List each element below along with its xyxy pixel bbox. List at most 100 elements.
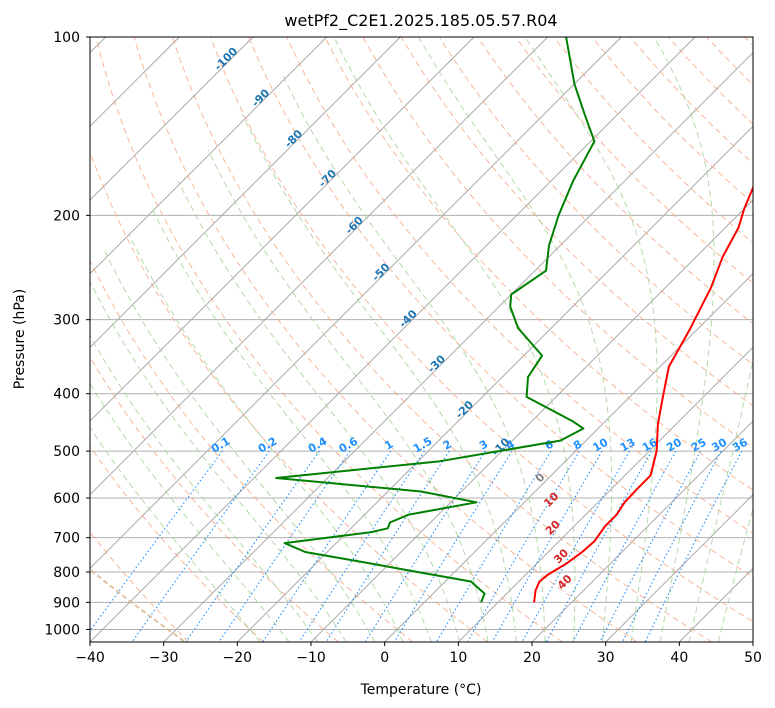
dry-adiabat-line [210,37,753,623]
dry-adiabat-line [90,259,414,642]
y-tick-label: 200 [53,208,80,224]
dry-adiabat-line [629,37,753,165]
mixing-ratio-label: 1 [382,438,395,453]
mixing-ratio-label: 3 [477,438,490,453]
dry-adiabat-line [95,37,563,642]
mixing-ratio-label: 6 [543,437,556,452]
moist-adiabat-line [90,280,347,642]
moist-adiabat-line [717,506,753,642]
temperature-profile-line [533,185,753,603]
y-tick-label: 100 [53,30,80,46]
mixing-ratio-line [599,450,701,642]
y-tick-label: 600 [53,491,80,507]
mixing-ratio-label: 0.1 [209,435,232,456]
mixing-ratio-line [572,450,677,642]
x-tick-label: −20 [223,650,253,666]
isotherm-line [90,37,548,496]
mixing-ratio-label: 20 [664,435,684,454]
isotherm-line [90,37,475,422]
pressure-gridlines [90,37,753,630]
y-tick-label: 700 [53,531,80,547]
isotherm-line [605,494,753,642]
y-tick-label: 400 [53,387,80,403]
dry-adiabat-line [90,531,190,642]
dewpoint-profile-line [275,37,596,603]
mixing-ratio-line [644,450,743,642]
moist-adiabat-label: 10 [541,490,561,510]
dry-adiabat-line [515,37,753,284]
dry-adiabat-line [362,37,753,449]
y-axis-label: Pressure (hPa) [12,289,28,389]
mixing-ratio-label: 10 [591,435,611,454]
mixing-ratio-line [364,450,486,642]
isotherm-line [90,37,622,569]
plot-frame [89,36,754,643]
y-tick-label: 300 [53,313,80,329]
mixing-ratio-line [262,450,392,642]
dry-adiabat-line [591,37,753,204]
y-tick-label: 500 [53,444,80,460]
moist-adiabat-line [90,426,261,642]
isotherm-line [90,37,401,348]
isotherm-line [458,346,753,642]
mixing-ratio-line [491,450,603,642]
dry-adiabat-label: -100 [212,44,241,73]
dry-adiabat-line [324,37,753,491]
moist-adiabat-label: 0 [533,470,548,485]
mixing-ratio-line [521,450,630,642]
moist-adiabat-line [207,149,489,642]
dry-adiabat-line [90,445,264,642]
y-axis-ticks: 100 200 300 400 500 600 700 800 900 1000 [44,30,90,638]
mixing-ratio-line [545,450,653,642]
dry-adiabat-line [171,37,712,642]
mixing-ratio-label: 30 [709,435,729,454]
isotherm-line [90,37,254,201]
moist-adiabat-line [418,37,613,642]
moist-adiabat-line [151,208,432,642]
x-tick-label: 10 [449,650,467,666]
x-tick-label: −10 [296,650,326,666]
isotherm-line [531,420,753,642]
mixing-ratio-lines [90,450,743,642]
isotherm-line [752,641,753,642]
dry-adiabat-line [133,37,638,642]
moist-adiabat-line [104,251,376,642]
chart-title: wetPf2_C2E1.2025.185.05.57.R04 [284,11,557,31]
dry-adiabat-line [90,150,488,642]
moist-adiabat-line [177,180,461,642]
moist-adiabat-label: 40 [555,572,575,592]
y-tick-label: 900 [53,595,80,611]
mixing-ratio-label: 0.6 [337,434,361,455]
dry-adiabat-line [477,37,753,325]
x-axis-label: Temperature (°C) [360,682,482,698]
moist-adiabat-line [90,382,290,642]
moist-adiabat-line [333,37,576,642]
profile-lines [275,37,753,603]
moist-adiabat-label: 20 [543,517,563,537]
y-tick-label: 800 [53,565,80,581]
dry-adiabat-line [90,356,339,642]
moist-adiabat-line [688,358,753,642]
dry-adiabat-label: -60 [343,214,366,237]
moist-adiabat-line [241,113,517,642]
y-tick-label: 1000 [44,622,80,638]
isotherm-line [384,273,753,642]
x-tick-label: 50 [744,650,762,666]
dry-adiabat-label: -40 [397,307,420,330]
mixing-ratio-line [218,450,351,642]
moist-adiabat-lines [90,37,753,642]
mixing-ratio-line [298,450,425,642]
mixing-ratio-line [325,450,450,642]
mixing-ratio-line [393,450,513,642]
x-axis-ticks: −40 −30 −20 −10 0 10 20 30 40 50 [75,642,762,666]
x-tick-label: 40 [670,650,688,666]
x-tick-label: 20 [523,650,541,666]
moist-adiabat-line [281,72,546,642]
isopleth-labels: 0.1 0.2 0.4 0.6 1 1.5 2 3 4 6 8 10 13 16 20 25 30 36-100-… [209,44,750,592]
mixing-ratio-label: 1.5 [411,435,434,456]
moist-adiabat-line [90,334,319,642]
x-tick-label: −30 [149,650,179,666]
moist-adiabat-line [524,37,658,642]
isotherm-line [90,37,327,275]
